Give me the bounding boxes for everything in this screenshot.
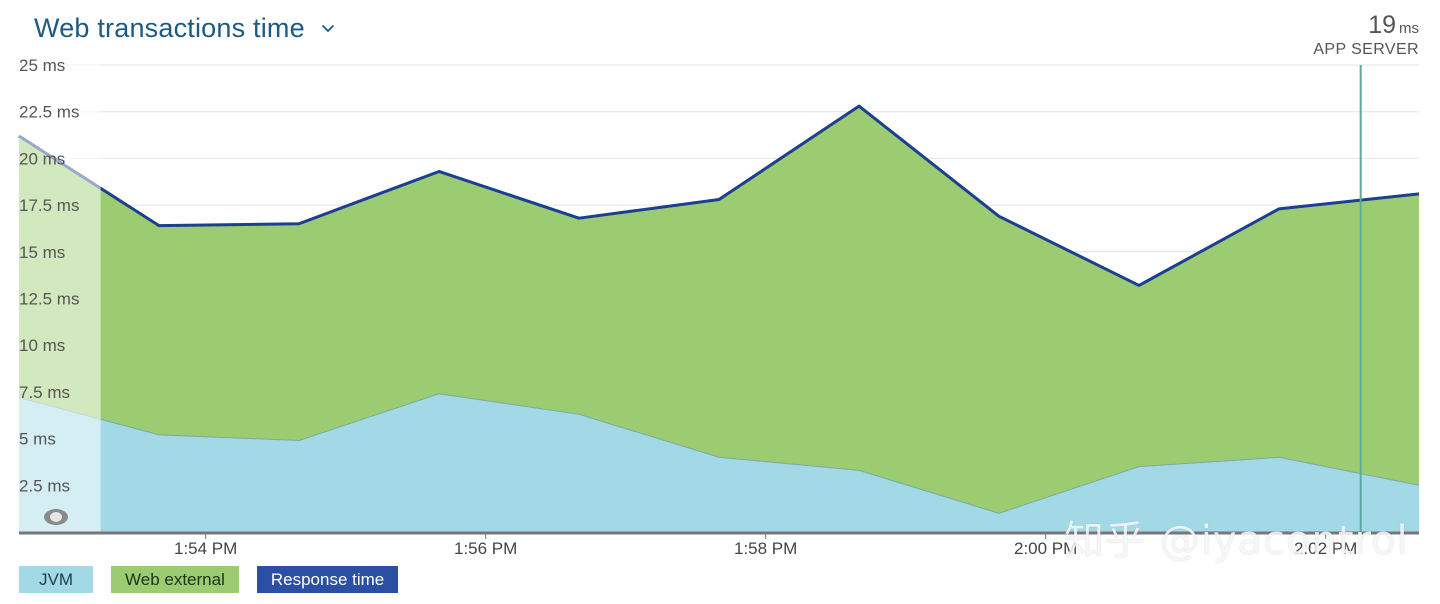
response-time-line [18, 104, 1420, 287]
y-tick-label-9: 25 ms [19, 56, 65, 75]
x-tick-label-4: 2:02 PM [1294, 539, 1357, 558]
y-tick-label-5: 15 ms [19, 243, 65, 262]
y-tick-label-4: 12.5 ms [19, 290, 79, 309]
eye-icon-inner [50, 512, 62, 522]
app-server-readout: 19 ms APP SERVER [1313, 10, 1419, 59]
legend-web-external[interactable]: Web external [111, 566, 239, 593]
y-tick-label-0: 2.5 ms [19, 476, 70, 495]
y-tick-label-3: 10 ms [19, 336, 65, 355]
jvm-area [19, 393, 1419, 532]
y-tick-label-6: 17.5 ms [19, 196, 79, 215]
legend-jvm[interactable]: JVM [19, 566, 93, 593]
web-external-area [19, 106, 1419, 514]
eye-icon[interactable] [44, 509, 68, 525]
y-tick-label-8: 22.5 ms [19, 103, 79, 122]
selection-shade [19, 63, 101, 532]
readout-value: 19 [1368, 11, 1396, 39]
jvm-edge [18, 393, 1420, 514]
chevron-down-icon [321, 24, 335, 33]
y-tick-label-7: 20 ms [19, 149, 65, 168]
x-tick-label-3: 2:00 PM [1014, 539, 1077, 558]
legend-response-time[interactable]: Response time [256, 566, 399, 593]
y-tick-label-1: 5 ms [19, 430, 56, 449]
chart-title: Web transactions time [34, 12, 305, 43]
x-tick-label-1: 1:56 PM [454, 539, 517, 558]
x-tick-label-2: 1:58 PM [734, 539, 797, 558]
chart-title-dropdown[interactable]: Web transactions time [34, 8, 335, 48]
x-tick-label-0: 1:54 PM [174, 539, 237, 558]
readout-label: APP SERVER [1313, 41, 1419, 58]
chart-legend: JVM Web external Response time [19, 566, 399, 593]
y-tick-label-2: 7.5 ms [19, 383, 70, 402]
readout-unit: ms [1399, 20, 1419, 37]
